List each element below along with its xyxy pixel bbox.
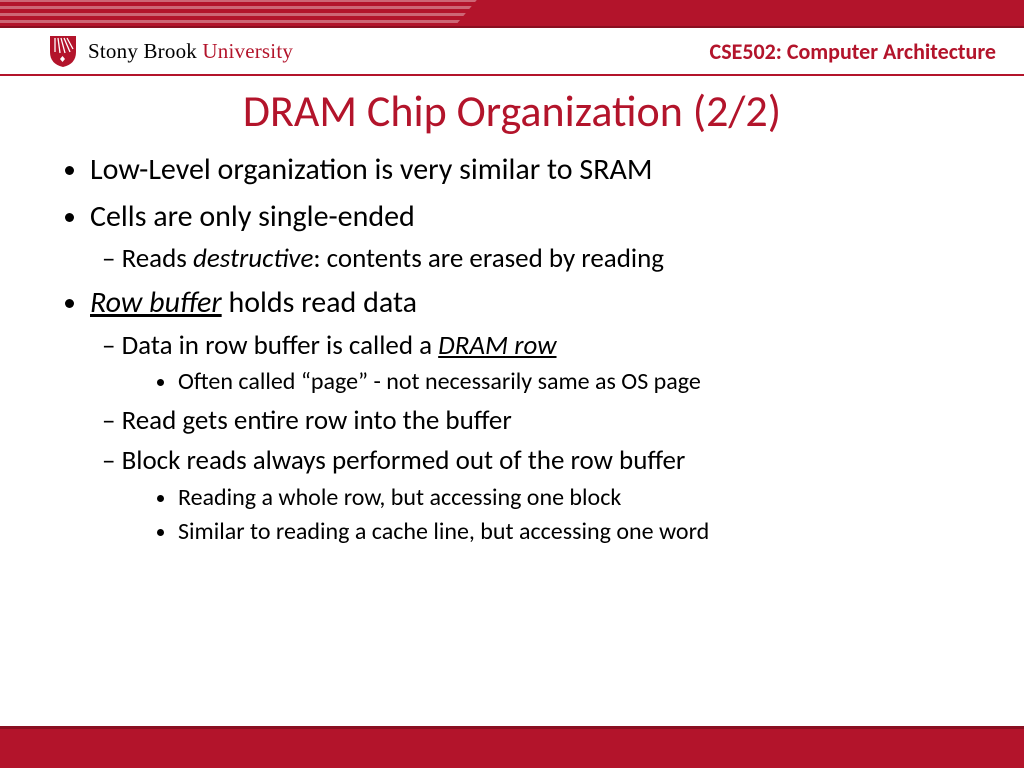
shield-icon: [48, 34, 78, 68]
university-logo: Stony Brook University: [48, 34, 293, 68]
bullet-3b: Read gets entire row into the buffer: [124, 403, 974, 439]
subheader: Stony Brook University CSE502: Computer …: [0, 28, 1024, 76]
header-stripes: [0, 0, 485, 28]
bullet-3a: Data in row buffer is called a DRAM row …: [124, 328, 974, 399]
header-band: [0, 0, 1024, 28]
bullet-2: Cells are only single-ended Reads destru…: [90, 197, 974, 278]
bullet-3c-ii: Similar to reading a cache line, but acc…: [178, 516, 974, 548]
slide-content: Low-Level organization is very similar t…: [0, 138, 1024, 548]
bullet-1: Low-Level organization is very similar t…: [90, 150, 974, 191]
university-main: Stony Brook: [88, 39, 197, 63]
bullet-3c: Block reads always performed out of the …: [124, 443, 974, 548]
bullet-2a: Reads destructive: contents are erased b…: [124, 241, 974, 277]
bullet-3c-i: Reading a whole row, but accessing one b…: [178, 482, 974, 514]
university-sub: University: [202, 39, 293, 63]
course-label: CSE502: Computer Architecture: [710, 38, 996, 65]
slide-title: DRAM Chip Organization (2/2): [0, 84, 1024, 138]
bullet-3a-i: Often called “page” - not necessarily sa…: [178, 366, 974, 398]
footer-band: [0, 726, 1024, 768]
bullet-3: Row buffer holds read data Data in row b…: [90, 283, 974, 548]
university-name: Stony Brook University: [88, 39, 293, 64]
